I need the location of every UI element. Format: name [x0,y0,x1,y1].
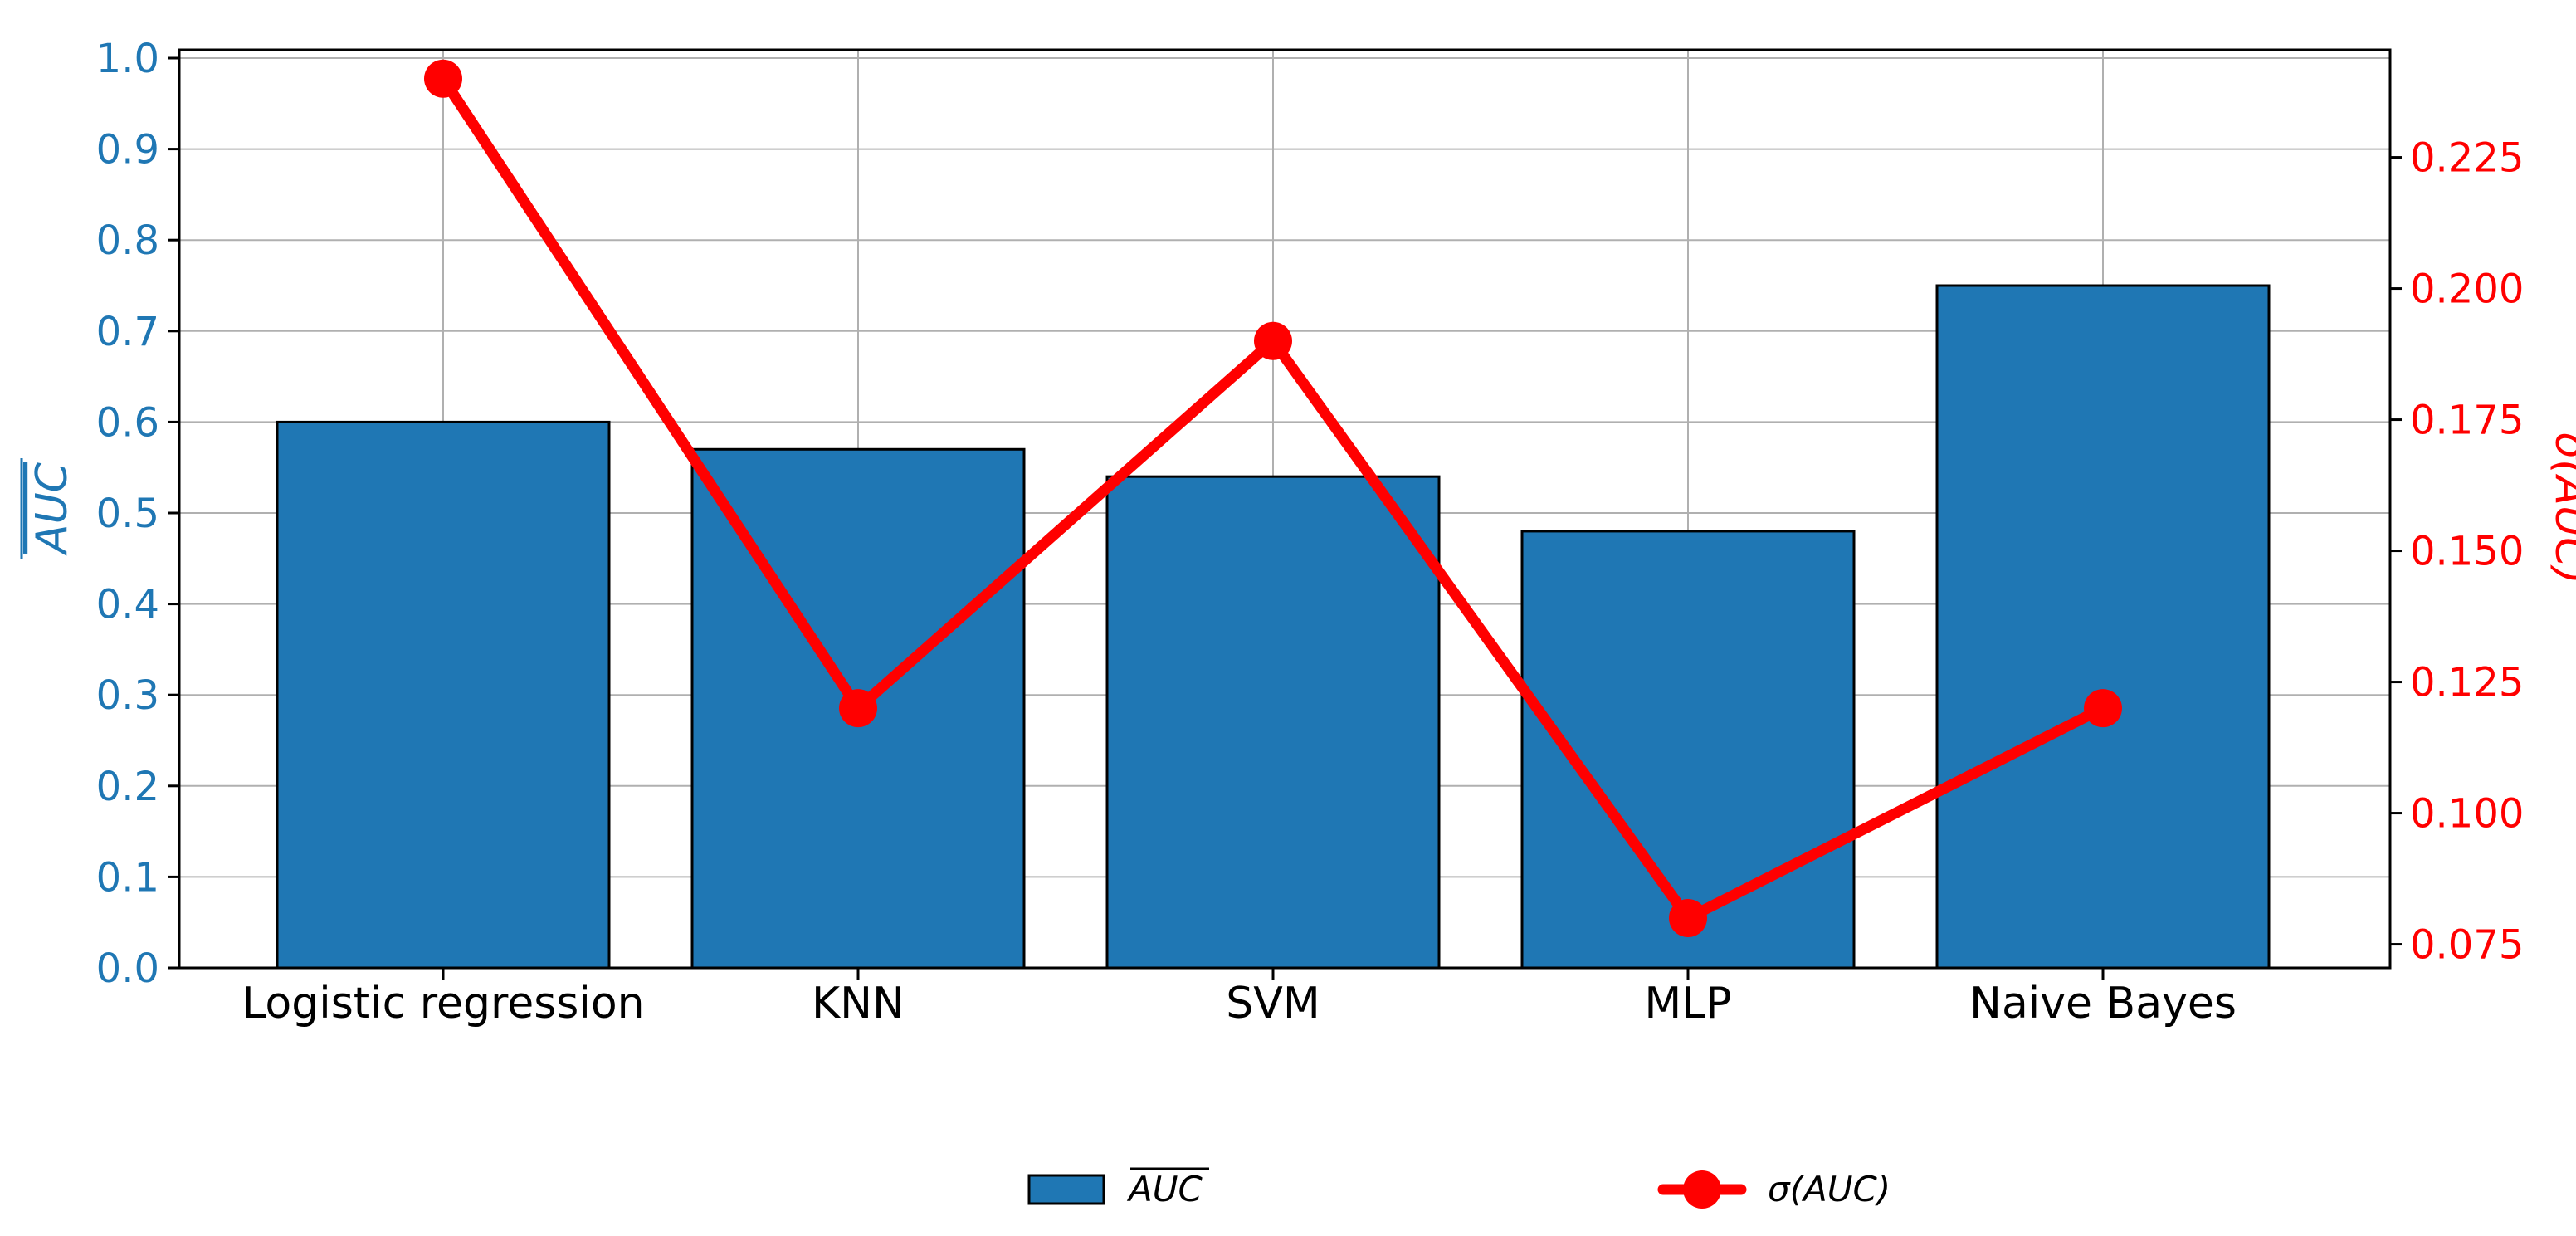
sigma-point-mlp [1669,898,1707,937]
bar-logistic-regression [276,420,611,970]
legend-label-sigma: σ(AUC) [1768,1169,1891,1209]
left-tick-label: 0.5 [96,491,159,537]
bar-mlp [1520,530,1856,970]
plot-border [178,48,2392,970]
x-tick-label: KNN [812,979,905,1028]
sigma-point-knn [839,689,877,728]
right-tick-label: 0.200 [2410,266,2524,313]
left-tick-label: 0.9 [96,127,159,173]
left-tick-label: 0.7 [96,309,159,355]
right-tick-label: 0.150 [2410,529,2524,575]
right-axis: 0.075 0.100 0.125 0.150 0.175 0.200 0.225 σ(AUC… [2390,135,2576,969]
left-tick-label: 0.3 [96,672,159,719]
x-tick-label: SVM [1226,979,1320,1028]
left-tick-label: 0.0 [96,945,159,992]
right-tick-label: 0.100 [2410,791,2524,838]
legend-label-auc: AUC [1126,1169,1203,1209]
sigma-point-logistic-regression [424,59,462,98]
bar-svm [1105,475,1441,970]
left-tick-label: 0.1 [96,854,159,901]
legend-marker [1683,1170,1721,1209]
sigma-point-naive-bayes [2084,689,2122,728]
right-tick-label: 0.225 [2410,135,2524,182]
left-tick-label: 0.4 [96,582,159,628]
left-tick-label: 0.6 [96,399,159,446]
left-tick-label: 1.0 [96,36,159,82]
right-axis-label: σ(AUC) [2545,432,2576,584]
right-tick-label: 0.175 [2410,398,2524,444]
left-tick-label: 0.8 [96,217,159,264]
x-tick-label: Naive Bayes [1969,979,2237,1028]
bar-naive-bayes [1935,284,2271,970]
x-axis: Logistic regression KNN SVM MLP Naive Bayes [242,968,2237,1028]
left-axis-label: AUC [27,462,77,556]
legend-bar-swatch [1027,1174,1105,1205]
x-tick-label: MLP [1644,979,1731,1028]
left-axis: 0.0 0.1 0.2 0.3 0.4 0.5 0.6 0.7 0.8 0.9 1.0 AUC [20,36,179,992]
plot-frame [178,48,2392,970]
x-tick-label: Logistic regression [242,979,644,1028]
legend: AUC σ(AUC) [1027,1167,1891,1209]
right-tick-label: 0.075 [2410,922,2524,969]
left-tick-label: 0.2 [96,764,159,810]
sigma-point-svm [1254,321,1292,360]
sigma-line-series [424,59,2122,937]
right-tick-label: 0.125 [2410,660,2524,706]
